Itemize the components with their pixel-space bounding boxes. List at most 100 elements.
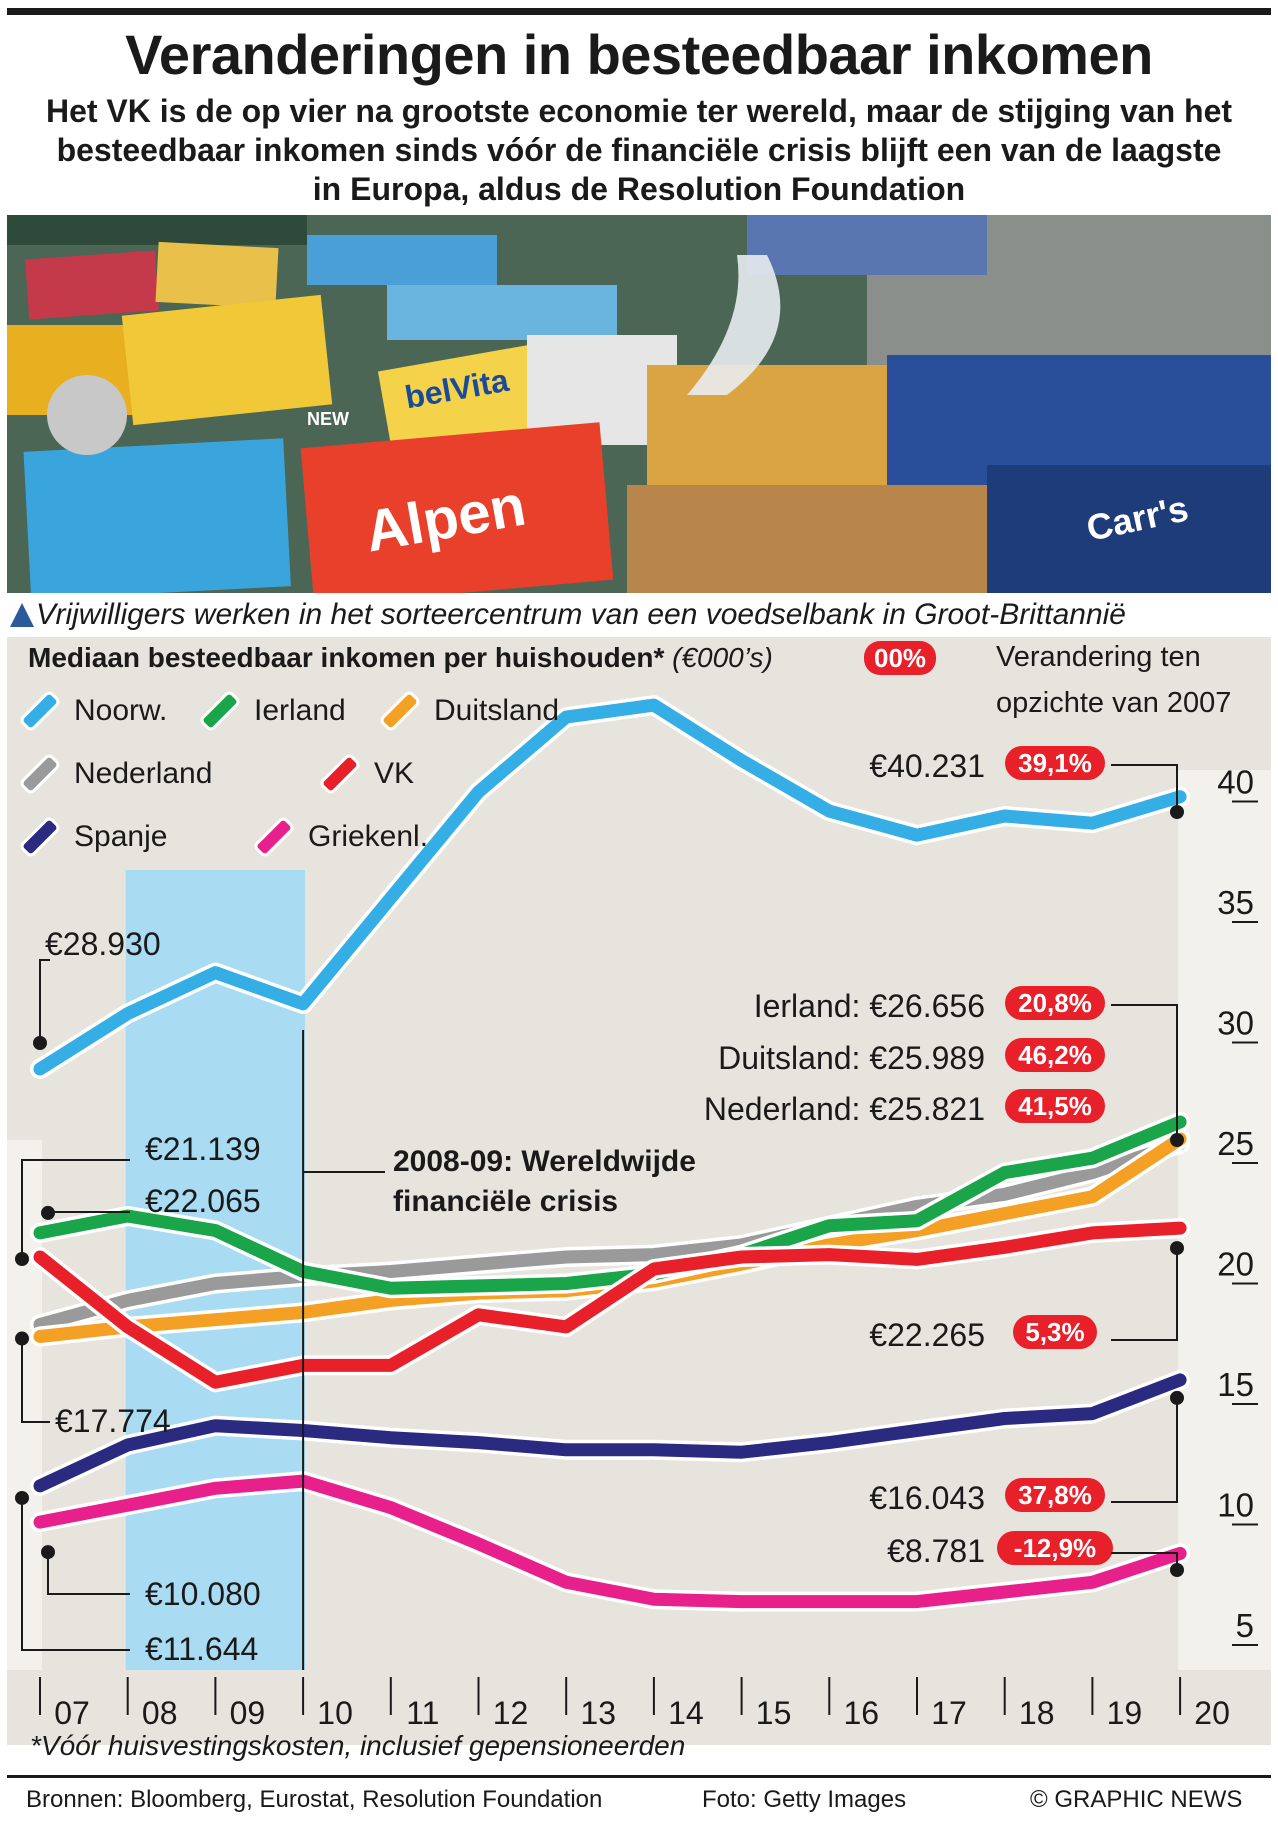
end-label-nederland: Nederland: €25.821 (704, 1091, 985, 1127)
change-note: Verandering ten opzichte van 2007 (996, 640, 1231, 720)
subtitle: Het VK is de op vier na grootste economi… (0, 92, 1278, 209)
change-pill-spanje-bg (1005, 1478, 1105, 1512)
start-leader-noorw (39, 959, 50, 1044)
start-leader-spanje (21, 1497, 130, 1651)
change-note-line: opzichte van 2007 (996, 687, 1232, 719)
caption-triangle-icon (10, 603, 34, 627)
legend-label: Nederland (74, 757, 213, 790)
crisis-label-line: 2008-09: Wereldwijde (393, 1145, 696, 1178)
end-leader-ierland (1111, 1004, 1178, 1138)
series-line-spanje (33, 1373, 1187, 1493)
x-tick-label: 19 (1107, 1695, 1143, 1731)
end-label-noorw: €40.231 (869, 748, 985, 784)
x-tick-label: 11 (406, 1695, 439, 1731)
legend-swatch-icon (378, 689, 422, 733)
change-legend-pill: 00% (864, 641, 937, 675)
end-label-griekenl: €8.781 (887, 1533, 985, 1569)
y-tick-label: 30 (1217, 1005, 1254, 1042)
x-tick-label: 14 (668, 1695, 704, 1731)
end-label-duitsland: Duitsland: €25.989 (718, 1040, 985, 1076)
start-column-shade (7, 1140, 42, 1670)
legend-label: Duitsland (434, 694, 560, 727)
legend-item-ierland: Ierland (198, 689, 346, 733)
x-tick-label: 10 (317, 1695, 353, 1731)
change-pill-ierland: 20,8% (1018, 988, 1092, 1018)
x-tick-label: 07 (54, 1695, 90, 1731)
change-pill-ierland-bg (1005, 986, 1105, 1020)
x-tick-label: 09 (230, 1695, 266, 1731)
start-leader-ierland (47, 1211, 130, 1213)
chart-title-unit: (€000’s) (672, 642, 773, 673)
copyright: © GRAPHIC NEWS (1030, 1786, 1243, 1813)
legend-swatch-icon (252, 815, 296, 859)
legend-label: VK (374, 757, 415, 790)
change-pill-griekenl: -12,9% (1014, 1533, 1096, 1563)
legend-label: Griekenl. (308, 820, 429, 853)
change-pill-spanje: 37,8% (1018, 1480, 1092, 1510)
start-leader-griekenl (47, 1552, 130, 1595)
x-tick-label: 15 (756, 1695, 792, 1731)
crisis-annotation: 2008-09: Wereldwijde financiële crisis (393, 1142, 696, 1222)
change-pill-vk-bg (1013, 1315, 1097, 1349)
y-tick-label: 25 (1217, 1125, 1254, 1162)
end-column-shade (1178, 770, 1271, 1670)
legend-item-duitsland: Duitsland (378, 689, 560, 733)
legend-label: Ierland (254, 694, 346, 727)
legend-swatch-icon (18, 815, 62, 859)
series-line-noorw (33, 698, 1187, 1076)
x-tick-label: 08 (142, 1695, 178, 1731)
end-leader-vk (1111, 1248, 1178, 1341)
change-pill-duitsland: 46,2% (1018, 1040, 1092, 1070)
chart-title-main: Mediaan besteedbaar inkomen per huishoud… (28, 642, 665, 673)
legend-swatch-icon (18, 752, 62, 796)
x-tick-label: 16 (844, 1695, 880, 1731)
legend-item-griekenl: Griekenl. (252, 815, 429, 859)
start-label-duitsland: €17.774 (55, 1403, 171, 1439)
start-label-griekenl: €10.080 (145, 1576, 261, 1612)
top-rule (7, 8, 1271, 15)
end-label-vk: €22.265 (869, 1317, 985, 1353)
change-pill-nederland: 41,5% (1018, 1091, 1092, 1121)
change-pill-griekenl-bg (997, 1531, 1113, 1565)
foodbank-photo: Alpen belVita Carr's NEW (7, 215, 1271, 593)
footnote: *Vóór huisvestingskosten, inclusief gepe… (30, 1730, 686, 1761)
change-pill-noorw-bg (1005, 746, 1105, 780)
y-tick-label: 35 (1217, 884, 1254, 921)
x-tick-label: 17 (931, 1695, 967, 1731)
legend-item-spanje: Spanje (18, 815, 168, 859)
end-dot-ierland (1170, 1133, 1184, 1147)
bottom-rule (7, 1775, 1271, 1778)
photo-credit: Foto: Getty Images (702, 1786, 907, 1813)
start-label-vk: €21.139 (145, 1131, 261, 1167)
sources: Bronnen: Bloomberg, Eurostat, Resolution… (26, 1786, 603, 1813)
chart-title: Mediaan besteedbaar inkomen per huishoud… (28, 642, 773, 674)
start-leader-duitsland (21, 1338, 50, 1423)
change-pill-duitsland-bg (1005, 1038, 1105, 1072)
end-label-ierland: Ierland: €26.656 (754, 988, 985, 1024)
crisis-label-line: financiële crisis (393, 1185, 619, 1218)
change-pill-vk: 5,3% (1025, 1317, 1084, 1347)
change-pill-nederland-bg (1005, 1089, 1105, 1123)
legend-label: Spanje (74, 820, 168, 853)
legend-item-noorw: Noorw. (18, 689, 168, 733)
legend-label: Noorw. (74, 694, 168, 727)
foodbank-photo-illustration: Alpen belVita Carr's NEW (7, 215, 1271, 593)
start-leader-vk (21, 1159, 130, 1259)
start-label-noorw: €28.930 (45, 926, 161, 962)
page-title: Veranderingen in besteedbaar inkomen (125, 23, 1153, 86)
x-tick-label: 20 (1194, 1695, 1230, 1731)
legend-swatch-icon (318, 752, 362, 796)
y-tick-label: 5 (1236, 1607, 1254, 1644)
subtitle-line: Het VK is de op vier na grootste economi… (45, 93, 1233, 129)
end-dot-griekenl (1170, 1563, 1184, 1577)
series-line-vk (33, 1221, 1187, 1389)
start-label-ierland: €22.065 (145, 1183, 261, 1219)
subtitle-line: besteedbaar inkomen sinds vóór de financ… (56, 132, 1222, 168)
start-label-spanje: €11.644 (145, 1631, 258, 1667)
subtitle-line: in Europa, aldus de Resolution Foundatio… (312, 171, 966, 207)
end-dot-noorw (1170, 805, 1184, 819)
legend-item-nederland: Nederland (18, 752, 213, 796)
x-tick-label: 13 (580, 1695, 616, 1731)
series-line-ierland (33, 1115, 1187, 1295)
x-tick-label: 12 (493, 1695, 529, 1731)
